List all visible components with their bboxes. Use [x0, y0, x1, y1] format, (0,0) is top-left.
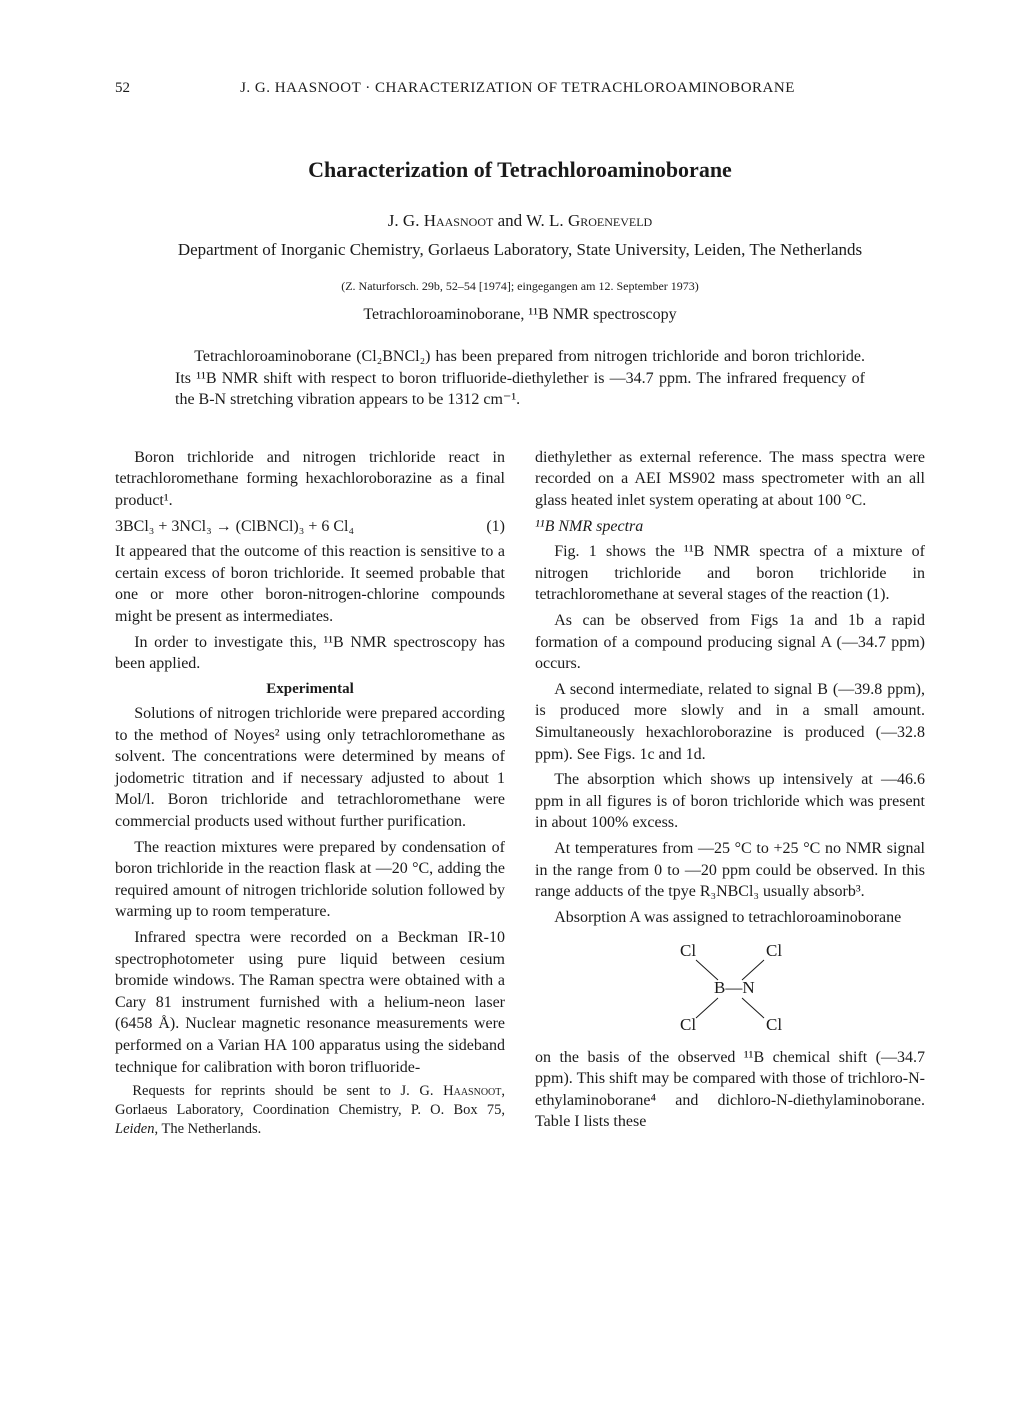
page-number: 52 [115, 80, 130, 97]
abstract: Tetrachloroaminoborane (Cl₂BNCl₂) has be… [175, 346, 865, 411]
intro-p2: It appeared that the outcome of this rea… [115, 541, 505, 627]
nmr-p6: Absorption A was assigned to tetrachloro… [535, 907, 925, 929]
svg-text:Cl: Cl [680, 941, 696, 960]
left-column: Boron trichloride and nitrogen trichlori… [115, 447, 505, 1143]
nmr-heading: ¹¹B NMR spectra [535, 516, 925, 538]
nmr-p1: Fig. 1 shows the ¹¹B NMR spectra of a mi… [535, 541, 925, 606]
nmr-p5: At temperatures from —25 °C to +25 °C no… [535, 838, 925, 903]
right-top-p1: diethylether as external reference. The … [535, 447, 925, 512]
article-title: Characterization of Tetrachloroaminobora… [115, 157, 925, 183]
authors: J. G. Haasnoot and W. L. Groeneveld [115, 211, 925, 231]
experimental-heading: Experimental [115, 679, 505, 699]
svg-text:B—N: B—N [714, 978, 755, 997]
chemical-structure: Cl Cl B—N Cl Cl [535, 938, 925, 1038]
equation-1: 3BCl₃ + 3NCl₃ → (ClBNCl)₃ + 6 Cl₄ (1) [115, 516, 505, 538]
keywords: Tetrachloroaminoborane, ¹¹B NMR spectros… [115, 306, 925, 324]
reprint-footnote: Requests for reprints should be sent to … [115, 1082, 505, 1139]
affiliation: Department of Inorganic Chemistry, Gorla… [115, 239, 925, 261]
journal-reference: (Z. Naturforsch. 29b, 52–54 [1974]; eing… [115, 279, 925, 294]
intro-p3: In order to investigate this, ¹¹B NMR sp… [115, 632, 505, 675]
svg-text:Cl: Cl [766, 941, 782, 960]
nmr-p7: on the basis of the observed ¹¹B chemica… [535, 1047, 925, 1133]
right-column: diethylether as external reference. The … [535, 447, 925, 1143]
intro-p1: Boron trichloride and nitrogen trichlori… [115, 447, 505, 512]
svg-text:Cl: Cl [680, 1015, 696, 1033]
equation-number: (1) [486, 516, 505, 538]
abstract-text: Tetrachloroaminoborane (Cl₂BNCl₂) has be… [175, 346, 865, 411]
nmr-p4: The absorption which shows up intensivel… [535, 769, 925, 834]
equation-body: 3BCl₃ + 3NCl₃ → (ClBNCl)₃ + 6 Cl₄ [115, 516, 354, 538]
running-head: J. G. HAASNOOT · CHARACTERIZATION OF TET… [240, 80, 795, 97]
svg-text:Cl: Cl [766, 1015, 782, 1033]
nmr-p3: A second intermediate, related to signal… [535, 679, 925, 765]
exp-p3: Infrared spectra were recorded on a Beck… [115, 927, 505, 1078]
nmr-p2: As can be observed from Figs 1a and 1b a… [535, 610, 925, 675]
exp-p2: The reaction mixtures were prepared by c… [115, 837, 505, 923]
exp-p1: Solutions of nitrogen trichloride were p… [115, 703, 505, 833]
